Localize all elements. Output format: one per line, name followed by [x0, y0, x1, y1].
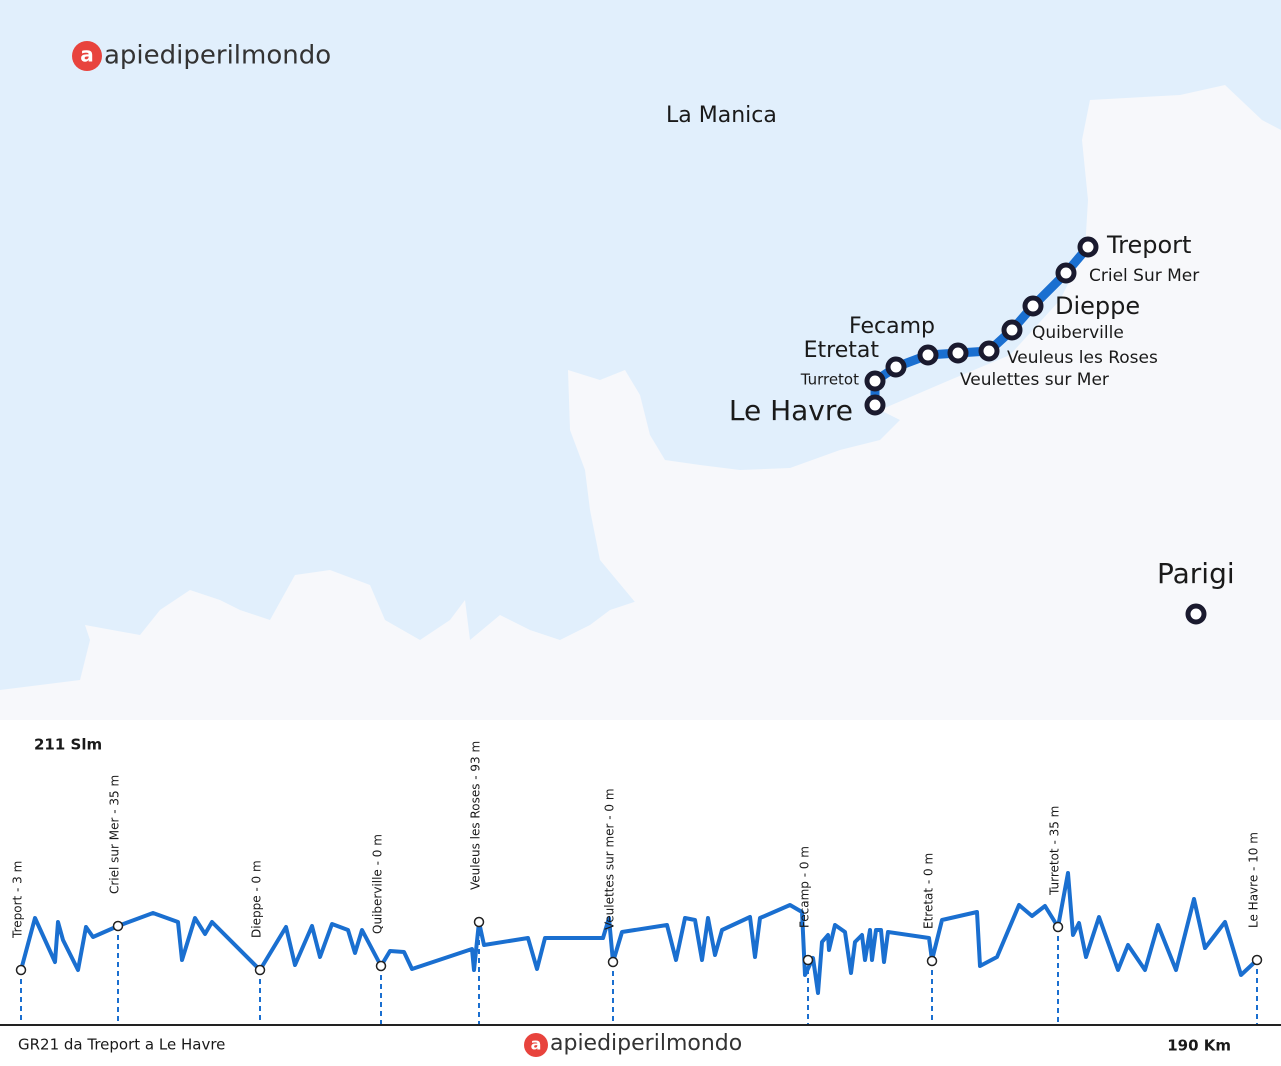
city-dot	[1185, 603, 1207, 625]
stop-dot	[885, 356, 907, 378]
station-dot	[607, 956, 619, 968]
stop-dot	[1077, 236, 1099, 258]
stop-label: Fecamp	[849, 314, 935, 339]
city-label: Parigi	[1157, 557, 1235, 590]
stop-label: Quiberville	[1032, 323, 1124, 343]
profile-panel	[0, 720, 1281, 1062]
station-dot	[254, 964, 266, 976]
stations: Treport - 3 m Criel sur Mer - 35 m Dieppe …	[11, 741, 1263, 1025]
stop-dot	[917, 344, 939, 366]
land	[0, 85, 1281, 720]
stop-label: Veuleus les Roses	[1007, 348, 1158, 368]
station-dot	[15, 964, 27, 976]
stop-dot	[1001, 319, 1023, 341]
station-label: Dieppe - 0 m	[250, 860, 264, 938]
station-label: Veuleus les Roses - 93 m	[469, 741, 483, 890]
route-name: GR21 da Treport a Le Havre	[18, 1036, 225, 1054]
stop-label: Treport	[1106, 231, 1191, 259]
station-dot	[112, 920, 124, 932]
station-dot	[802, 954, 814, 966]
station-label: Le Havre - 10 m	[1247, 832, 1261, 928]
station-label: Quiberville - 0 m	[371, 834, 385, 934]
stop-dot	[1022, 295, 1044, 317]
station-dot	[926, 955, 938, 967]
footer-logo-text: apiediperilmondo	[550, 1031, 742, 1056]
route-line	[870, 244, 1092, 405]
station-label: Veulettes sur mer - 0 m	[603, 788, 617, 930]
stop-label: Dieppe	[1055, 292, 1140, 320]
stop-label: Criel Sur Mer	[1089, 266, 1199, 286]
station-dot	[1251, 954, 1263, 966]
station-dot	[473, 916, 485, 928]
station-label: Fecamp - 0 m	[798, 846, 812, 928]
station-label: Turretot - 35 m	[1048, 806, 1062, 896]
stop-label: Veulettes sur Mer	[960, 370, 1109, 390]
station-label: Criel sur Mer - 35 m	[108, 775, 122, 894]
max-elevation: 211 Slm	[34, 736, 102, 754]
stop-dot	[864, 394, 886, 416]
stop-label: Turretot	[800, 371, 859, 389]
station-dot	[375, 960, 387, 972]
logo-text: apiediperilmondo	[104, 41, 331, 71]
logo: a apiediperilmondo	[72, 41, 331, 71]
stop-label: Le Havre	[729, 394, 853, 427]
stop-label: Etretat	[804, 338, 880, 363]
elevation-line	[19, 871, 1259, 995]
footer-logo: a apiediperilmondo	[524, 1031, 742, 1057]
stop-dot	[947, 342, 969, 364]
stop-dot	[978, 340, 1000, 362]
distance: 190 Km	[1167, 1037, 1231, 1055]
stop-dot	[1055, 262, 1077, 284]
stops: Treport Criel Sur Mer Dieppe Quiberville Veu…	[729, 231, 1199, 427]
sea-label: La Manica	[666, 103, 777, 128]
stop-dot	[864, 370, 886, 392]
svg-text:a: a	[80, 43, 94, 67]
station-dot	[1052, 921, 1064, 933]
svg-text:a: a	[531, 1035, 542, 1054]
station-label: Treport - 3 m	[11, 861, 25, 939]
station-label: Etretat - 0 m	[922, 853, 936, 929]
